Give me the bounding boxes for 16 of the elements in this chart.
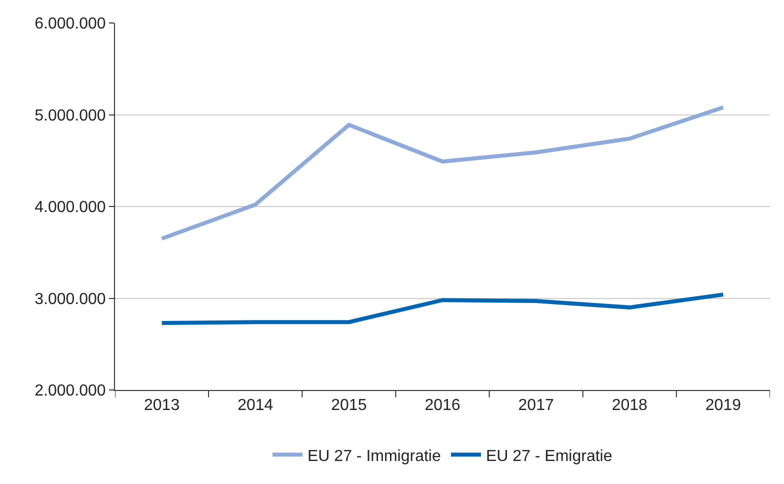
x-tick-label: 2016 xyxy=(424,397,460,414)
y-tick-label: 6.000.000 xyxy=(34,16,106,33)
x-tick-label: 2019 xyxy=(705,397,742,414)
x-tick-label: 2014 xyxy=(238,397,274,414)
y-tick-label: 4.000.000 xyxy=(34,199,106,216)
x-tick-label: 2017 xyxy=(518,397,554,414)
x-tick-label: 2015 xyxy=(331,397,367,414)
y-tick-label: 5.000.000 xyxy=(34,107,106,124)
y-tick-label: 3.000.000 xyxy=(34,290,106,308)
legend-label: EU 27 - Immigratie xyxy=(308,448,441,465)
x-tick-label: 2018 xyxy=(612,397,648,414)
x-tick-label: 2013 xyxy=(144,397,180,414)
line-series xyxy=(160,292,726,326)
y-tick-label: 2.000.000 xyxy=(34,382,106,400)
legend-label: EU 27 - Emigratie xyxy=(486,448,612,465)
line-series xyxy=(160,105,726,241)
